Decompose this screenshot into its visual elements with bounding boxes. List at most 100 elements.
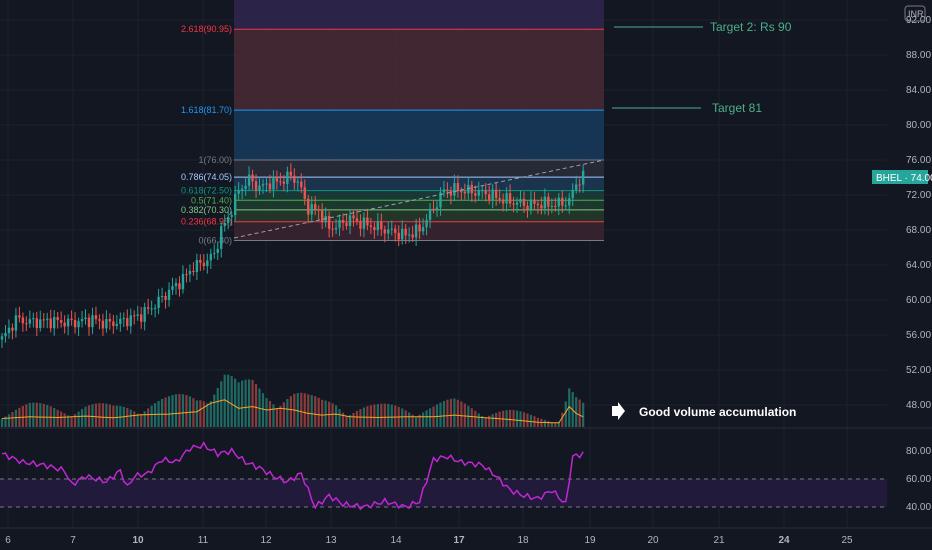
volume-bar (373, 404, 376, 427)
volume-bar (174, 394, 178, 427)
candle-body (240, 188, 244, 191)
candle-body (376, 221, 380, 231)
candle-body (140, 314, 143, 322)
volume-bars (0, 374, 585, 427)
volume-bar (167, 396, 171, 427)
candle-body (404, 228, 407, 236)
volume-bar (543, 419, 546, 427)
volume-bar (345, 416, 348, 427)
candle-body (366, 217, 369, 226)
candle-body (157, 296, 160, 308)
target1-label: Target 81 (712, 101, 762, 115)
volume-bar (324, 400, 327, 427)
time-tick-label: 17 (453, 535, 465, 546)
volume-bar (42, 403, 45, 427)
volume-bar (178, 393, 181, 427)
volume-bar (300, 392, 303, 427)
rsi-axis[interactable]: 80.00 60.00 40.00 (906, 446, 931, 513)
candle-body (87, 317, 91, 328)
candle-body (380, 221, 383, 230)
candle-body (463, 191, 467, 194)
volume-bar (348, 415, 352, 427)
fibonacci-retracement[interactable]: 2.618(90.95) 1.618(81.70) 1(76.00) 0.786(74… (181, 0, 604, 246)
fib-zone (234, 29, 604, 111)
volume-bar (470, 408, 473, 427)
price-tick-label: 52.00 (906, 365, 931, 376)
candle-body (296, 181, 299, 183)
candle-body (397, 232, 400, 240)
candle-body (561, 197, 564, 206)
volume-bar (355, 410, 359, 427)
volume-bar (446, 399, 449, 427)
volume-bar (359, 409, 362, 427)
candle-body (456, 183, 460, 192)
candle-body (352, 215, 355, 219)
candle-body (387, 229, 390, 234)
candle-body (261, 184, 265, 186)
volume-bar (136, 413, 139, 427)
time-axis[interactable]: 6 7 10 11 12 13 14 17 18 19 20 21 24 25 (5, 535, 853, 546)
volume-bar (411, 414, 414, 427)
volume-bar (98, 403, 101, 427)
candle-body (575, 184, 578, 190)
volume-bar (282, 402, 285, 427)
volume-bar (307, 394, 310, 427)
volume-bar (439, 402, 442, 427)
volume-bar (303, 393, 306, 427)
candle-body (199, 259, 202, 263)
volume-bar (11, 412, 14, 427)
volume-bar (582, 402, 585, 427)
price-tick-label: 76.00 (906, 155, 931, 166)
candle-body (453, 183, 456, 196)
volume-bar (474, 410, 477, 427)
candle-body (515, 202, 519, 205)
volume-bar (435, 404, 439, 427)
candle-body (42, 319, 45, 321)
volume-bar (164, 397, 167, 427)
volume-bar (296, 392, 299, 427)
candle-body (300, 181, 303, 188)
candle-body (359, 221, 362, 229)
volume-bar (77, 411, 80, 427)
volume-bar (575, 397, 578, 427)
volume-bar (119, 406, 122, 427)
volume-bar (126, 408, 129, 427)
fib-zone (234, 110, 604, 160)
candle-body (571, 189, 574, 199)
candle-body (279, 181, 282, 183)
volume-bar (4, 416, 7, 427)
time-tick-label: 7 (70, 535, 76, 546)
price-tick-label: 64.00 (906, 260, 931, 271)
candle-body (258, 185, 261, 191)
fib-zone (234, 160, 604, 178)
candle-body (435, 207, 439, 210)
volume-bar (7, 414, 11, 427)
volume-bar (143, 411, 146, 427)
volume-bar (234, 378, 237, 427)
volume-bar (275, 407, 279, 427)
rsi-tick-label: 60.00 (906, 474, 931, 485)
volume-bar (314, 396, 317, 427)
rsi-band (0, 479, 887, 507)
candle-body (126, 318, 129, 327)
volume-bar (460, 401, 463, 427)
volume-bar (380, 403, 383, 427)
volume-bar (498, 411, 501, 427)
candle-body (136, 314, 139, 316)
volume-bar (133, 411, 136, 427)
candle-body (108, 318, 112, 322)
candle-body (446, 189, 449, 191)
volume-bar (495, 412, 498, 427)
candle-body (91, 315, 94, 328)
volume-bar (160, 398, 164, 427)
volume-bar (289, 396, 292, 427)
candle-body (488, 194, 491, 200)
volume-bar (154, 403, 157, 427)
volume-bar (383, 403, 386, 427)
currency-badge[interactable] (904, 5, 926, 22)
candle-body (14, 315, 18, 331)
volume-bar (401, 408, 404, 427)
candle-body (543, 196, 547, 209)
fib-level-label: 0.236(68.95) (181, 217, 232, 227)
